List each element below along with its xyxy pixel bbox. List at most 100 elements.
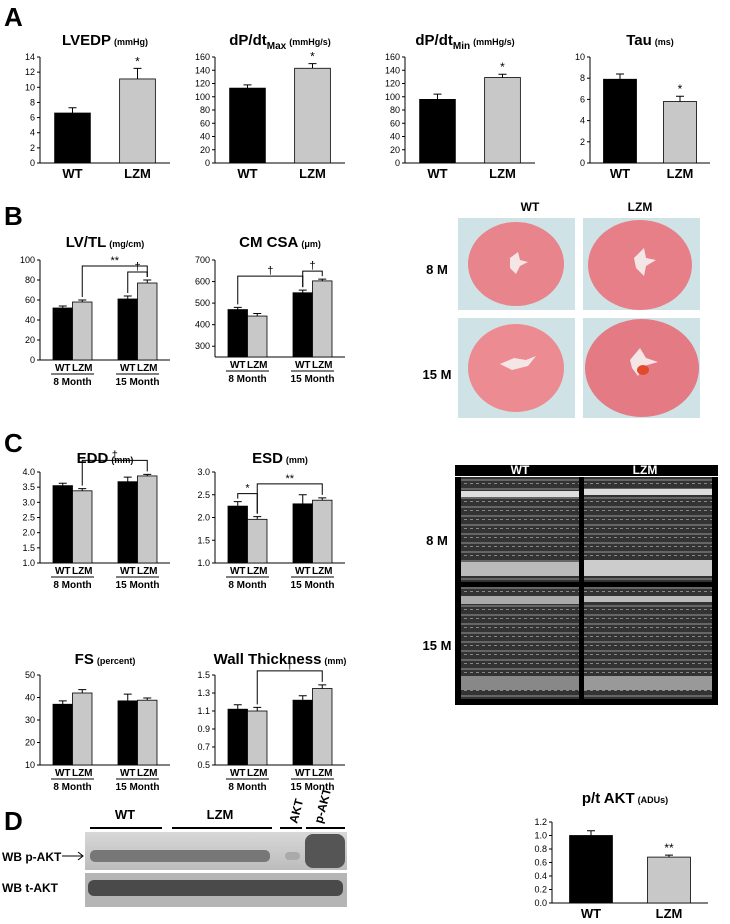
error-bar <box>78 488 87 491</box>
error-bar <box>233 501 242 507</box>
y-tick-label: 100 <box>385 92 400 102</box>
series-label: WT <box>230 566 246 577</box>
error-bar <box>143 697 152 701</box>
y-tick-label: 20 <box>200 145 210 155</box>
error-bar <box>253 516 262 520</box>
title-text: dP/dt <box>415 32 453 49</box>
group-label: 15 Month <box>116 580 160 591</box>
title-text: dP/dt <box>229 32 267 49</box>
significance-label: † <box>309 260 315 272</box>
chart-title: Tau (ms) <box>626 32 674 49</box>
bar <box>569 835 613 904</box>
group-label: 15 Month <box>291 374 335 385</box>
error-bar <box>298 695 307 701</box>
x-tick-label: WT <box>62 166 82 181</box>
y-tick-label: 100 <box>195 92 210 102</box>
y-tick-label: 0.2 <box>534 885 547 895</box>
error-bar <box>123 476 132 482</box>
y-tick-label: 0 <box>205 158 210 168</box>
series-label: WT <box>55 363 71 374</box>
significance-label: † <box>267 265 273 277</box>
bar <box>227 505 248 564</box>
bar <box>72 692 93 766</box>
group-label: 15 Month <box>116 377 160 388</box>
series-label: LZM <box>312 566 333 577</box>
y-tick-label: 80 <box>200 105 210 115</box>
error-bar <box>676 95 684 102</box>
title-unit: (mm) <box>324 656 346 666</box>
group-label: 8 Month <box>53 580 91 591</box>
significance-label: * <box>245 483 250 495</box>
significance-bracket <box>302 270 323 288</box>
x-tick-label: LZM <box>656 906 683 919</box>
y-tick-label: 0.9 <box>197 724 210 734</box>
chart-title: p/t AKT (ADUs) <box>582 790 668 807</box>
y-tick-label: 6 <box>30 113 35 123</box>
y-tick-label: 160 <box>385 52 400 62</box>
y-tick-label: 0.4 <box>534 871 547 881</box>
bar <box>72 490 93 564</box>
bar <box>52 485 73 564</box>
title-text: LV/TL <box>66 234 107 251</box>
significance-label: ** <box>285 473 294 485</box>
y-tick-label: 4 <box>580 116 585 126</box>
series-label: LZM <box>137 566 158 577</box>
y-tick-label: 10 <box>575 52 585 62</box>
bar <box>117 298 138 361</box>
significance-label: † <box>287 660 293 672</box>
error-bar <box>665 854 673 858</box>
bar <box>137 282 158 361</box>
error-bar <box>253 706 262 711</box>
x-tick-label: LZM <box>489 166 516 181</box>
chart-title: FS (percent) <box>75 651 136 668</box>
title-unit: (ADUs) <box>638 795 669 805</box>
bar <box>312 499 333 564</box>
x-tick-label: WT <box>427 166 447 181</box>
y-tick-label: 2.0 <box>22 528 35 538</box>
series-label: LZM <box>72 363 93 374</box>
y-tick-label: 10 <box>25 82 35 92</box>
panel-label: C <box>4 428 23 458</box>
y-tick-label: 3.0 <box>197 467 210 477</box>
x-tick-label: LZM <box>124 166 151 181</box>
significance-label: * <box>310 50 315 64</box>
title-unit: (mm) <box>286 455 308 465</box>
bar <box>647 856 691 904</box>
bar <box>419 99 456 164</box>
error-bar <box>78 689 87 693</box>
group-label: 8 Month <box>53 377 91 388</box>
significance-label: * <box>135 54 140 68</box>
bar <box>229 87 266 164</box>
y-tick-label: 60 <box>200 118 210 128</box>
significance-bracket <box>127 271 148 293</box>
y-tick-label: 40 <box>390 132 400 142</box>
y-tick-label: 1.1 <box>197 706 210 716</box>
row-label: 8 M <box>426 533 448 548</box>
series-label: WT <box>230 360 246 371</box>
series-label: LZM <box>247 360 268 371</box>
error-bar <box>318 684 327 689</box>
error-bar <box>587 830 595 836</box>
significance-label: * <box>500 60 505 74</box>
chart-title: dP/dtMax (mmHg/s) <box>229 32 330 52</box>
error-bar <box>133 67 142 79</box>
bar <box>227 309 248 358</box>
title-unit: (mg/cm) <box>109 239 144 249</box>
y-tick-label: 20 <box>390 145 400 155</box>
bar <box>137 699 158 766</box>
row-label: 15 M <box>423 638 452 653</box>
bar <box>292 699 313 766</box>
row-label: WB t-AKT <box>2 881 59 895</box>
error-bar <box>243 84 252 89</box>
error-bar <box>78 299 87 302</box>
error-bar <box>123 693 132 701</box>
series-label: LZM <box>72 768 93 779</box>
chart-title: CM CSA (μm) <box>239 234 321 251</box>
bar <box>247 315 268 358</box>
y-tick-label: 400 <box>195 320 210 330</box>
group-label: 8 Month <box>228 374 266 385</box>
bar <box>247 518 268 564</box>
y-tick-label: 1.2 <box>534 817 547 827</box>
error-bar <box>308 63 317 69</box>
y-tick-label: 500 <box>195 298 210 308</box>
